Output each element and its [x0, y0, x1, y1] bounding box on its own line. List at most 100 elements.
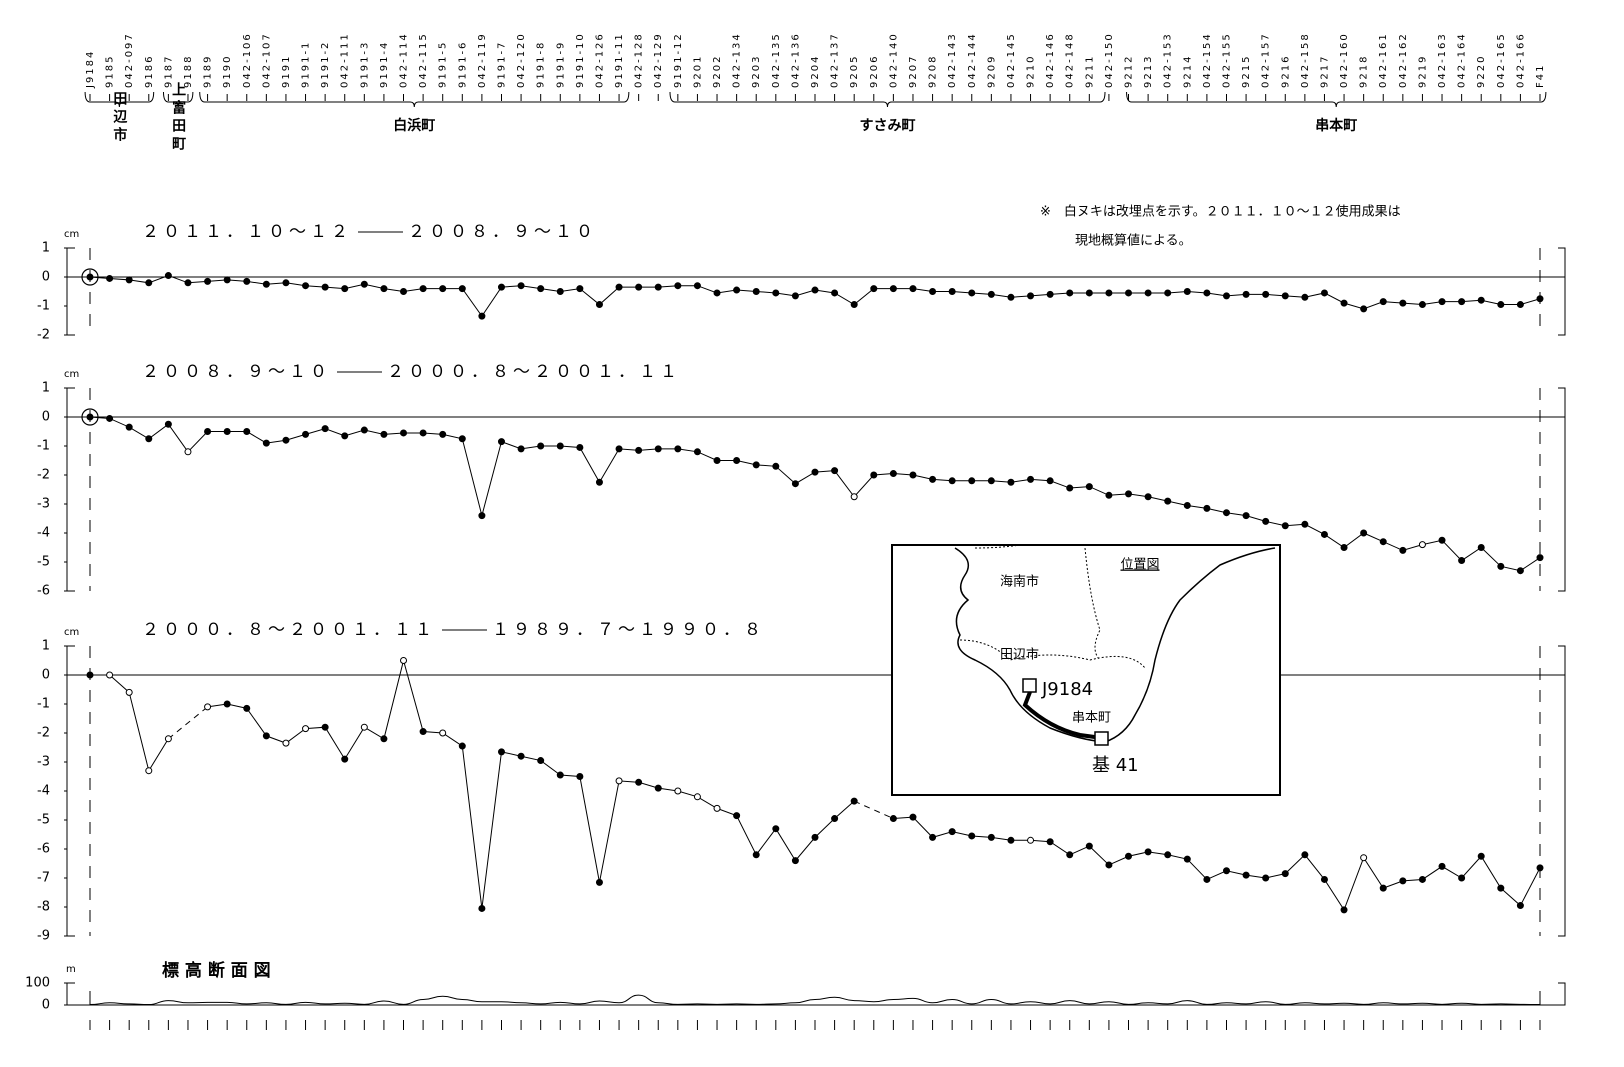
data-point — [321, 425, 329, 433]
station-label: 9191 — [281, 55, 292, 88]
data-point — [654, 283, 662, 291]
data-point — [811, 468, 819, 476]
data-point — [987, 290, 995, 298]
data-point — [1164, 851, 1172, 859]
data-point — [929, 475, 937, 483]
data-point — [86, 273, 94, 281]
profile-title: 標 高 断 面 図 — [162, 960, 271, 981]
data-point — [537, 442, 545, 450]
data-point — [1164, 289, 1172, 297]
station-label: 9216 — [1280, 55, 1291, 88]
data-point — [497, 748, 505, 756]
station-label: 9213 — [1143, 55, 1154, 88]
data-point — [1242, 290, 1250, 298]
data-point — [106, 274, 114, 282]
region-label: 上富田町 — [170, 82, 186, 154]
data-point — [517, 752, 525, 760]
data-point — [752, 461, 760, 469]
station-label: 042-111 — [340, 32, 351, 88]
data-point — [948, 828, 956, 836]
data-point — [164, 272, 172, 280]
data-point — [1438, 536, 1446, 544]
data-point — [204, 277, 212, 285]
station-label: 9209 — [986, 55, 997, 88]
data-point — [1222, 292, 1230, 300]
y-tick-label: -3 — [37, 755, 50, 770]
data-point — [693, 793, 701, 801]
station-label: 9203 — [751, 55, 762, 88]
data-point — [1301, 520, 1309, 528]
data-point — [1379, 538, 1387, 546]
data-point — [1066, 851, 1074, 859]
station-label: 9204 — [810, 55, 821, 88]
station-label: 9217 — [1319, 55, 1330, 88]
data-point — [360, 723, 368, 731]
data-point — [400, 429, 408, 437]
data-point — [556, 442, 564, 450]
data-point — [693, 282, 701, 290]
data-point — [654, 445, 662, 453]
data-point — [1360, 854, 1368, 862]
data-point — [929, 288, 937, 295]
data-point — [478, 512, 486, 520]
data-point — [1516, 902, 1524, 910]
data-point — [1007, 293, 1015, 301]
series-line — [207, 658, 855, 909]
place-label: 海南市 — [1000, 574, 1039, 590]
place-label: 田辺市 — [1000, 647, 1039, 663]
data-point — [380, 430, 388, 438]
station-label: 042-158 — [1300, 32, 1311, 88]
data-point — [458, 285, 466, 293]
data-point — [262, 732, 270, 740]
data-point — [204, 428, 212, 435]
period-new: ２００８．９～１０ — [142, 362, 331, 382]
series-line — [893, 816, 1541, 912]
station-label: 9191-12 — [673, 32, 684, 88]
station-label: J9184 — [85, 50, 96, 89]
data-point — [1203, 289, 1211, 297]
station-label: 042-150 — [1104, 32, 1115, 88]
station-label: 9191-4 — [379, 41, 390, 88]
data-point — [1007, 478, 1015, 486]
data-point — [1203, 875, 1211, 883]
data-point — [654, 784, 662, 792]
station-label: 042-155 — [1221, 32, 1232, 88]
y-tick-label: -2 — [37, 328, 50, 343]
station-label: 9220 — [1476, 55, 1487, 88]
region-label: すさみ町 — [860, 118, 916, 134]
data-point — [1085, 483, 1093, 491]
data-point — [1085, 842, 1093, 850]
y-tick-label: -1 — [37, 439, 50, 454]
data-point — [595, 478, 603, 486]
station-label: 9219 — [1417, 55, 1428, 88]
data-point — [831, 289, 839, 297]
data-point — [831, 467, 839, 475]
station-label: 042-134 — [732, 32, 743, 88]
data-point — [791, 480, 799, 488]
y-tick-label: -1 — [37, 299, 50, 314]
data-point — [439, 430, 447, 438]
station-label: 042-143 — [947, 32, 958, 88]
data-point — [1458, 874, 1466, 882]
inset-title: 位置図 — [1120, 558, 1159, 573]
data-point — [439, 285, 447, 293]
y-tick-label: -5 — [37, 555, 50, 570]
period-new: ２０００．８～２００１．１１ — [142, 620, 436, 640]
data-point — [772, 825, 780, 833]
start-label: J9184 — [1041, 679, 1093, 700]
gap-link — [168, 706, 208, 740]
data-point — [987, 477, 995, 485]
data-point — [282, 436, 290, 444]
station-label: 9210 — [1026, 55, 1037, 88]
data-point — [1497, 301, 1505, 309]
data-point — [1497, 884, 1505, 892]
axis-bracket — [1558, 645, 1566, 937]
axis-bracket — [66, 387, 75, 592]
data-point — [968, 477, 976, 485]
data-point — [1301, 851, 1309, 859]
data-point — [1379, 298, 1387, 306]
data-point — [1105, 491, 1113, 499]
data-point — [223, 428, 231, 435]
station-label: 9214 — [1182, 55, 1193, 88]
data-point — [752, 288, 760, 295]
